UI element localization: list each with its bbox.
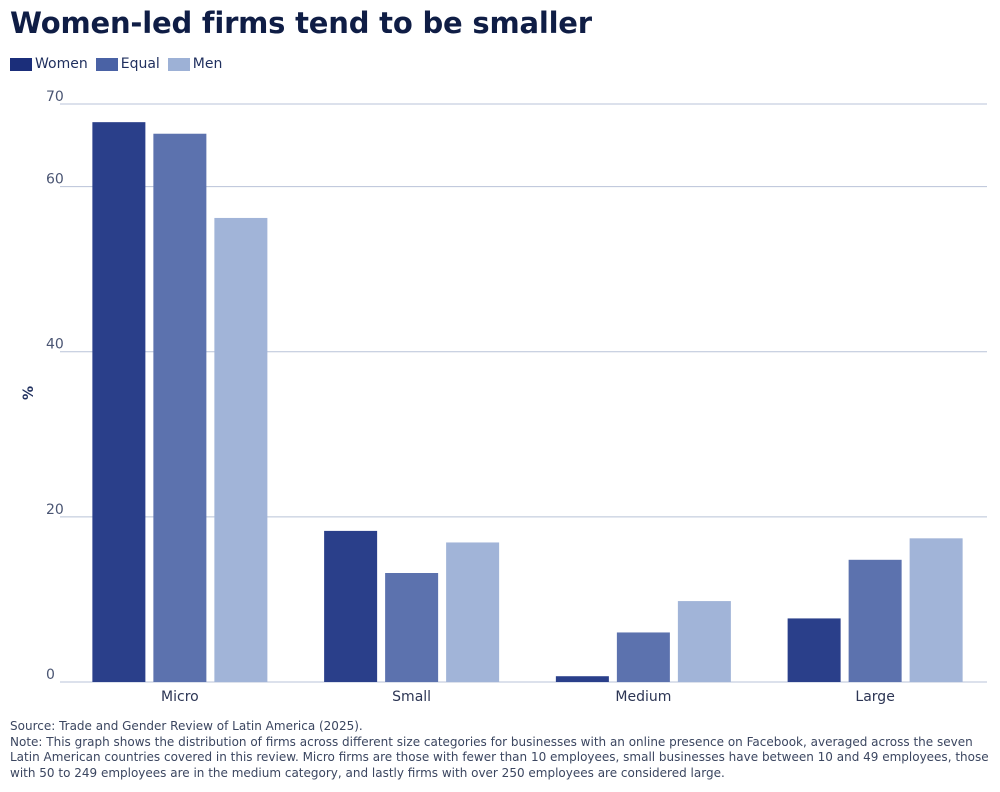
x-tick-label-small: Small: [392, 689, 431, 705]
bar-micro-equal: [153, 133, 207, 682]
bar-medium-equal: [616, 632, 670, 682]
bar-micro-women: [92, 122, 146, 682]
y-tick-label-40: 40: [46, 337, 64, 353]
x-tick-label-medium: Medium: [615, 689, 671, 705]
bar-medium-women: [555, 676, 609, 682]
legend-item-women: Women: [10, 56, 88, 72]
bar-small-men: [446, 542, 500, 682]
label-layer: 0 20 40 60 70% Micro Small Medium Large: [21, 89, 895, 705]
x-tick-label-micro: Micro: [161, 689, 199, 705]
legend-swatch-women: [10, 57, 32, 71]
legend-swatch-men: [167, 57, 190, 71]
bar-large-men: [909, 538, 963, 682]
y-tick-label-60: 60: [46, 172, 64, 188]
chart-note: Note: This graph shows the distribution …: [10, 734, 989, 780]
bar-small-women: [324, 530, 378, 682]
bar-medium-men: [677, 601, 731, 682]
bar-small-equal: [385, 573, 439, 682]
bar-large-women: [787, 618, 841, 682]
legend-label-men: Men: [192, 56, 223, 72]
legend-label-women: Women: [35, 56, 88, 72]
y-axis-label: %: [21, 386, 37, 400]
bar-micro-men: [214, 217, 268, 682]
legend: Women Equal Men: [10, 56, 230, 72]
legend-item-men: Men: [167, 56, 223, 72]
legend-label-equal: Equal: [120, 56, 160, 72]
y-tick-label-20: 20: [46, 502, 64, 518]
legend-swatch-equal: [95, 57, 118, 71]
bar-large-equal: [848, 559, 902, 682]
bar-chart: 0 20 40 60 70% Micro Small Medium Large: [21, 89, 987, 705]
bar-layer: [92, 122, 963, 682]
legend-item-equal: Equal: [95, 56, 160, 72]
source-note: Source: Trade and Gender Review of Latin…: [10, 719, 363, 733]
footer: Source: Trade and Gender Review of Latin…: [10, 719, 990, 781]
x-tick-label-large: Large: [855, 689, 894, 705]
y-tick-label-70: 70: [46, 89, 64, 105]
y-tick-label-0: 0: [46, 667, 55, 683]
chart-title: Women-led firms tend to be smaller: [10, 6, 592, 40]
